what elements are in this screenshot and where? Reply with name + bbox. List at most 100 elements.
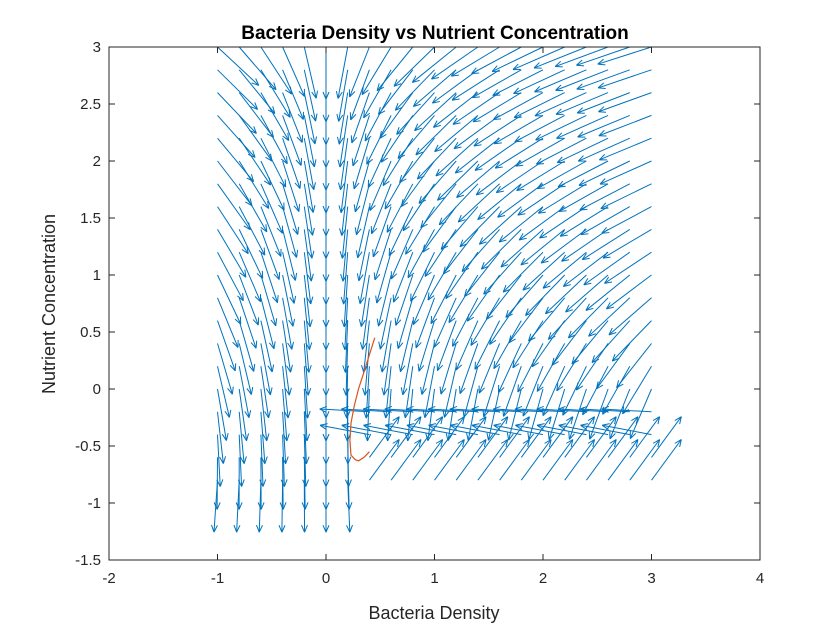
y-tick-label: 1 <box>93 267 101 284</box>
vector-arrow <box>376 274 392 327</box>
vector-arrow <box>260 69 291 118</box>
vector-arrow <box>536 343 566 392</box>
vector-arrow <box>235 457 243 510</box>
vector-arrow <box>415 115 457 156</box>
vector-arrow <box>425 388 435 442</box>
vector-arrow <box>260 320 275 373</box>
vector-arrow <box>375 252 392 304</box>
vector-arrow <box>470 297 501 346</box>
vector-arrow <box>495 160 544 194</box>
vector-arrow <box>561 228 609 262</box>
vector-arrow <box>527 388 544 441</box>
vector-arrow <box>430 274 457 325</box>
vector-arrow <box>217 229 247 278</box>
vector-arrow <box>431 69 479 104</box>
vector-arrow <box>217 251 244 302</box>
vector-arrow <box>440 206 479 250</box>
vector-arrow <box>260 366 271 419</box>
vector-arrow <box>303 320 312 373</box>
vector-arrow <box>217 46 260 86</box>
vector-arrow <box>478 206 522 245</box>
vector-arrow <box>405 206 435 255</box>
vector-arrow <box>370 183 392 235</box>
vector-arrow <box>542 416 574 458</box>
vector-arrow <box>474 320 501 370</box>
y-tick-label: 3 <box>93 39 101 56</box>
vector-arrow <box>424 229 457 277</box>
trajectory-line <box>349 337 376 462</box>
vector-arrow <box>473 114 522 147</box>
vector-arrow <box>577 137 631 162</box>
vector-arrow <box>431 46 479 80</box>
vector-arrow <box>542 439 574 481</box>
vector-arrow <box>493 423 544 436</box>
vector-arrow <box>578 160 631 186</box>
vector-arrow <box>386 183 414 233</box>
vector-arrow <box>585 274 631 311</box>
vector-arrow <box>238 411 247 464</box>
vector-arrow <box>582 365 609 416</box>
vector-arrow <box>505 274 544 318</box>
vector-arrow <box>471 423 522 436</box>
vector-arrow <box>579 183 631 211</box>
vector-arrow <box>282 92 304 143</box>
vector-arrow <box>535 137 587 165</box>
vector-arrow <box>238 388 250 441</box>
vector-arrow <box>217 297 239 348</box>
vector-arrow <box>237 434 245 487</box>
vector-arrow <box>477 183 522 221</box>
vector-arrow <box>336 92 349 145</box>
vector-arrow <box>396 92 435 135</box>
x-tick-label: 2 <box>539 570 547 587</box>
vector-arrow <box>260 137 287 188</box>
vector-arrow <box>337 115 349 168</box>
vector-arrow <box>513 69 565 95</box>
vector-arrow <box>515 423 565 436</box>
vector-arrow <box>607 416 639 458</box>
y-tick-label: 2 <box>93 153 101 170</box>
vector-arrow <box>336 69 349 122</box>
vector-arrow <box>339 206 349 259</box>
plot-area <box>211 46 682 533</box>
vector-arrow <box>350 92 370 144</box>
vector-arrow <box>353 160 370 213</box>
x-axis-label: Bacteria Density <box>368 603 499 623</box>
vector-arrow <box>577 114 630 138</box>
vector-arrow <box>422 366 435 418</box>
vector-arrow <box>522 251 566 291</box>
vector-arrow <box>611 320 652 362</box>
vector-arrow <box>355 206 370 259</box>
vector-arrow <box>629 416 661 458</box>
vector-arrow <box>420 343 435 395</box>
vector-arrow <box>400 343 414 396</box>
vector-arrow <box>651 439 682 481</box>
vector-arrow <box>525 274 566 316</box>
vector-arrow <box>364 388 372 442</box>
vector-arrow <box>433 92 479 128</box>
vector-arrow <box>478 343 501 394</box>
vector-arrow <box>322 47 330 100</box>
x-tick-label: 4 <box>756 570 764 587</box>
vector-arrow <box>384 160 414 210</box>
vector-arrow <box>517 183 565 216</box>
vector-arrow <box>281 411 289 464</box>
vector-arrow <box>238 115 273 162</box>
vector-arrow <box>576 92 630 114</box>
vector-arrow <box>217 69 259 110</box>
vector-arrow <box>260 343 273 396</box>
vector-arrow <box>500 229 544 268</box>
vector-arrow <box>547 388 566 440</box>
vector-arrow <box>601 206 652 234</box>
vector-arrow <box>217 320 237 372</box>
vector-arrow <box>581 228 631 261</box>
vector-arrow <box>303 206 315 259</box>
vector-arrow <box>588 388 609 440</box>
vector-arrow <box>349 69 370 121</box>
vector-arrow <box>597 46 652 66</box>
vector-arrow <box>595 343 631 390</box>
vector-arrow <box>606 274 652 310</box>
vector-arrow <box>497 183 544 218</box>
vector-arrow <box>282 160 301 212</box>
vector-arrow <box>338 160 349 214</box>
vector-arrow <box>303 252 314 305</box>
